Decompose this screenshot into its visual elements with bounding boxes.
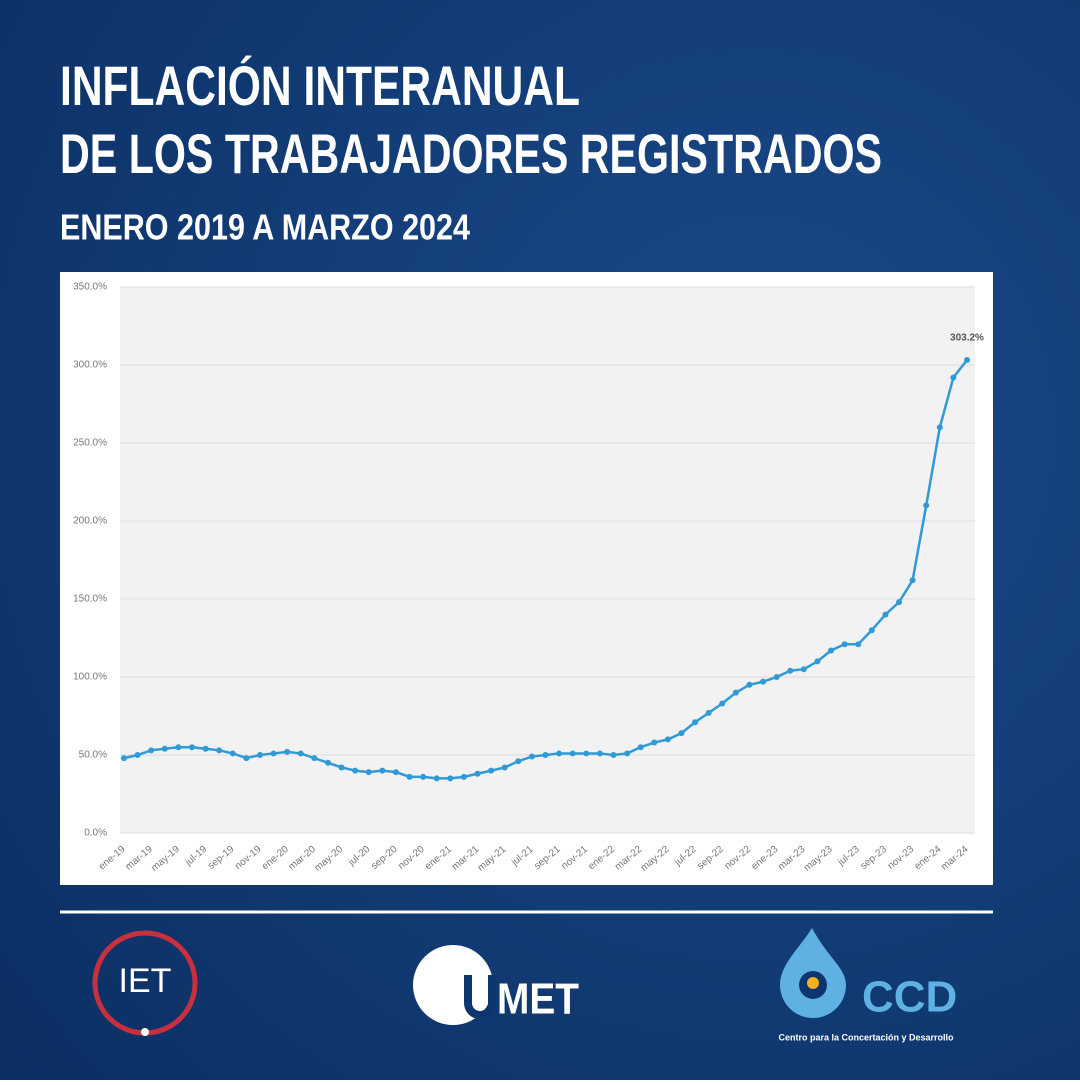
data-point <box>447 775 454 782</box>
data-point <box>909 577 916 584</box>
data-point <box>950 374 957 381</box>
data-point <box>216 747 223 754</box>
y-tick-label: 350.0% <box>73 282 107 293</box>
data-point <box>569 750 576 757</box>
data-point <box>610 752 617 758</box>
data-point <box>542 752 549 758</box>
data-point <box>841 641 848 648</box>
data-point <box>732 689 739 696</box>
title-line: INFLACIÓN INTERANUAL <box>60 54 580 117</box>
data-point <box>379 767 386 774</box>
logo-text: IET <box>119 962 172 1000</box>
data-point <box>420 773 427 780</box>
plot-area <box>120 287 975 833</box>
data-point <box>175 744 182 751</box>
data-point <box>705 709 712 716</box>
data-point <box>501 764 508 771</box>
logo-text: CCD <box>862 973 957 1022</box>
y-tick-label: 250.0% <box>73 438 107 449</box>
data-point <box>243 755 250 762</box>
y-tick-label: 200.0% <box>73 516 107 527</box>
iet-logo-dot <box>141 1028 149 1036</box>
data-point <box>936 424 943 431</box>
data-point <box>556 750 563 757</box>
data-point <box>365 769 372 776</box>
data-point <box>773 674 780 680</box>
data-point <box>787 667 794 674</box>
data-point <box>188 744 195 751</box>
data-point <box>746 681 753 688</box>
data-point <box>202 745 209 752</box>
data-point <box>338 764 345 771</box>
data-point <box>855 641 862 648</box>
data-point <box>528 753 535 760</box>
data-point <box>800 666 807 673</box>
data-point <box>488 767 495 774</box>
data-point <box>664 736 671 743</box>
logo-text: MET <box>497 975 579 1024</box>
data-point <box>284 748 291 755</box>
data-point <box>814 658 821 665</box>
data-point <box>352 767 359 774</box>
data-point <box>311 755 318 762</box>
data-point <box>297 750 304 757</box>
data-point <box>324 759 331 766</box>
title-line: DE LOS TRABAJADORES REGISTRADOS <box>60 122 882 185</box>
ccd-logo-dot <box>807 977 819 989</box>
data-point <box>882 611 889 618</box>
data-point <box>392 769 399 776</box>
data-point <box>121 755 127 762</box>
data-point <box>256 752 263 758</box>
data-point <box>433 775 440 782</box>
umet-logo-u <box>464 975 496 1019</box>
data-point <box>760 678 767 685</box>
umet-logo-circle <box>413 945 493 1025</box>
y-tick-label: 0.0% <box>84 828 107 839</box>
y-tick-label: 150.0% <box>73 594 107 605</box>
data-point <box>678 730 685 737</box>
data-point <box>596 750 603 757</box>
data-point <box>637 744 644 751</box>
subtitle: ENERO 2019 A MARZO 2024 <box>60 207 470 248</box>
data-point <box>868 627 875 634</box>
data-point <box>229 750 236 757</box>
y-tick-label: 100.0% <box>73 672 107 683</box>
data-point <box>719 700 726 707</box>
data-point <box>896 599 903 606</box>
value-label: 303.2% <box>950 333 984 344</box>
data-point <box>474 770 481 777</box>
data-point <box>515 758 522 765</box>
y-tick-label: 300.0% <box>73 360 107 371</box>
data-point <box>134 752 141 758</box>
data-point <box>624 750 631 757</box>
data-point <box>651 739 658 746</box>
data-point <box>406 773 413 780</box>
data-point <box>460 773 467 780</box>
data-point <box>828 647 835 654</box>
y-tick-label: 50.0% <box>79 750 107 761</box>
data-point <box>692 719 699 726</box>
data-point <box>148 747 155 754</box>
data-point <box>923 502 930 509</box>
data-point <box>583 750 590 757</box>
data-point <box>161 745 168 752</box>
data-point <box>964 357 970 364</box>
data-point <box>270 750 277 757</box>
logo-caption: Centro para la Concertación y Desarrollo <box>778 1032 954 1042</box>
